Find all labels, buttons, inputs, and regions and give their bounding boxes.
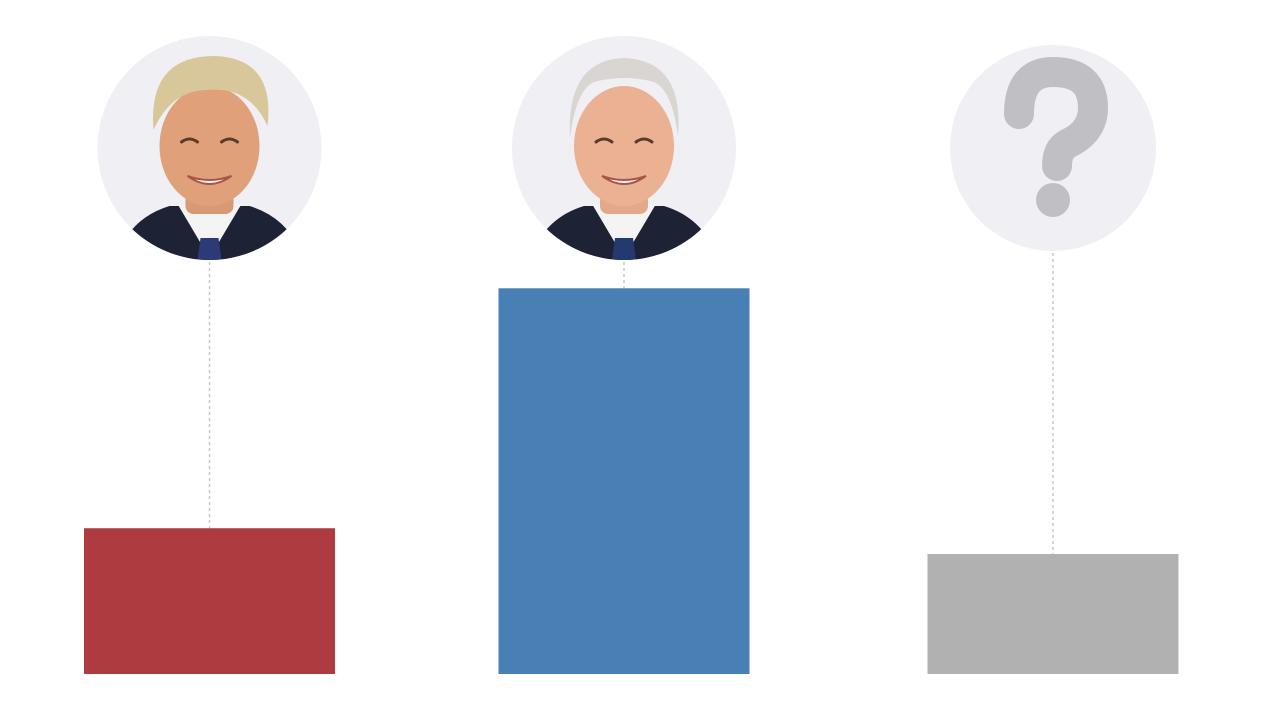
portrait-figure [512,36,736,260]
question-mark-dot [1036,183,1070,217]
smile-shape [186,175,233,185]
portrait-figure [97,36,322,260]
shirt-shape [177,204,242,258]
hair-shape [569,58,679,138]
shirt-shape [592,204,656,258]
hair-shape [153,56,269,130]
eyes-shape [594,137,654,144]
question-mark-stroke [1004,57,1108,181]
bar[interactable] [927,554,1179,674]
smile-shape [601,175,647,185]
eyes-shape [180,137,239,144]
tie-shape [197,238,222,260]
face-shape [574,86,674,206]
bar[interactable] [498,288,750,674]
portrait-photo-icon [512,36,736,260]
bar[interactable] [84,528,335,674]
tie-shape [612,238,636,260]
portrait-photo-icon [97,36,322,260]
face-shape [159,86,260,206]
question-mark-icon [950,45,1156,251]
